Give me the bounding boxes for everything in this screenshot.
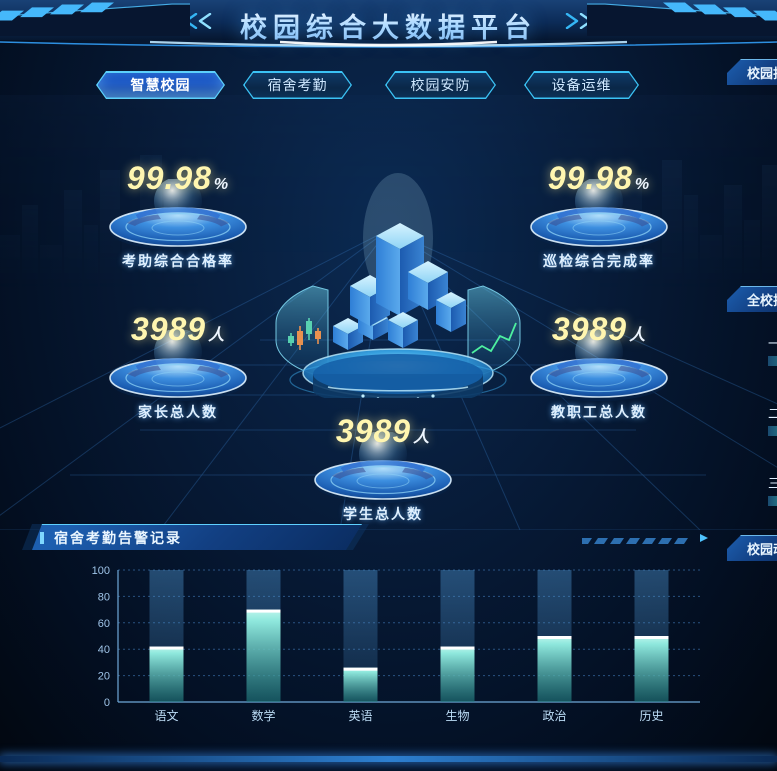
- svg-text:政治: 政治: [542, 709, 566, 723]
- svg-text:数学: 数学: [251, 708, 275, 723]
- svg-text:生物: 生物: [445, 709, 469, 723]
- svg-text:语文: 语文: [154, 708, 178, 723]
- svg-text:100: 100: [92, 565, 110, 577]
- svg-text:80: 80: [98, 591, 110, 603]
- svg-text:20: 20: [98, 671, 110, 683]
- svg-text:历史: 历史: [639, 709, 663, 723]
- svg-text:60: 60: [98, 618, 110, 630]
- svg-text:40: 40: [98, 644, 110, 656]
- svg-text:0: 0: [104, 697, 110, 709]
- svg-text:英语: 英语: [348, 709, 372, 723]
